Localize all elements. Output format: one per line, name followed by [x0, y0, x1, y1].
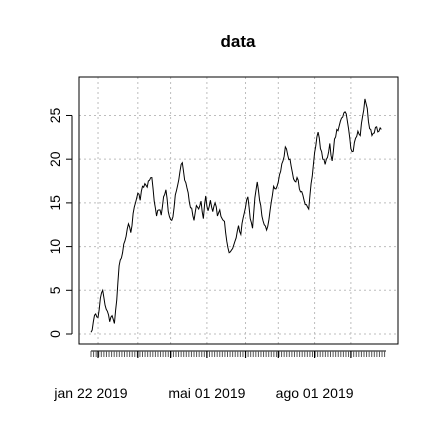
plot-area-frame [78, 76, 399, 345]
y-tick-label: 15 [47, 195, 63, 211]
x-tick-label: mai 01 2019 [168, 385, 245, 401]
y-tick-label: 10 [47, 239, 63, 255]
y-tick-label: 0 [47, 330, 63, 338]
x-tick-label: ago 01 2019 [276, 385, 354, 401]
chart-title: data [221, 32, 257, 51]
y-axis: 0 5 10 15 20 25 [47, 107, 73, 338]
y-tick-label: 25 [47, 107, 63, 123]
x-tick-label: jan 22 2019 [53, 385, 127, 401]
y-tick-label: 5 [47, 286, 63, 294]
x-axis-ticks [90, 350, 386, 358]
x-tick-labels: jan 22 2019 mai 01 2019 ago 01 2019 [53, 385, 353, 401]
y-tick-label: 20 [47, 151, 63, 167]
series-line [90, 98, 382, 333]
grid [79, 77, 398, 344]
